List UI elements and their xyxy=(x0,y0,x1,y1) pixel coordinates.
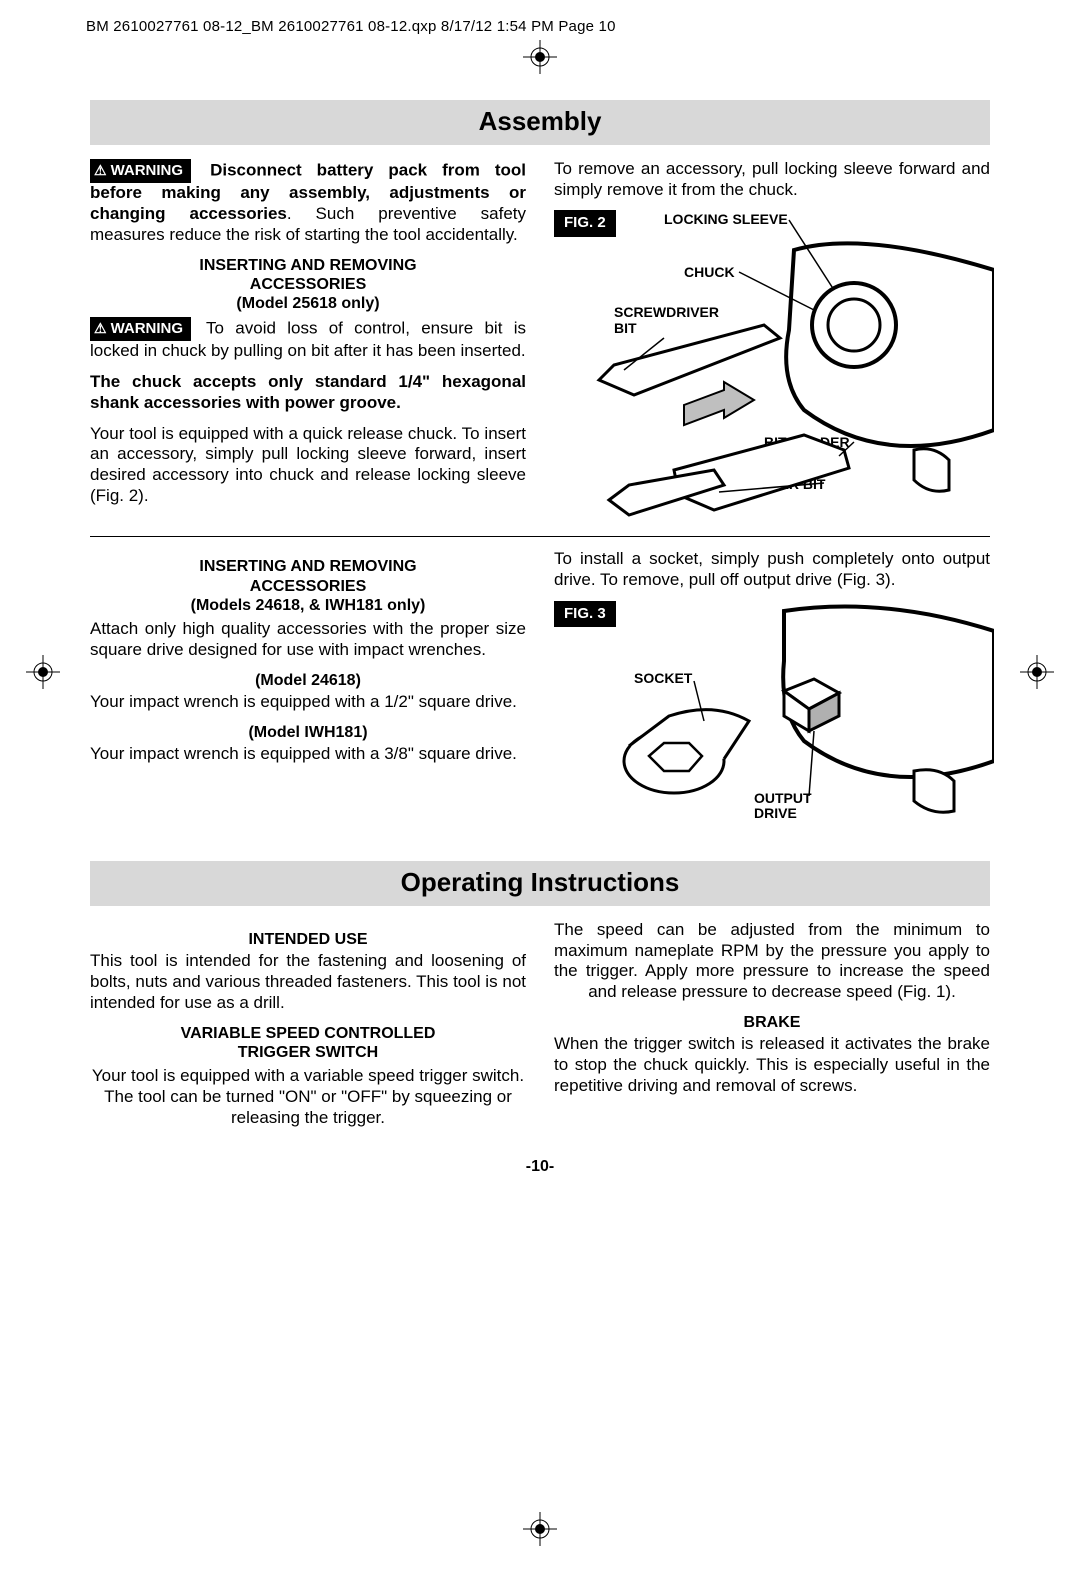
figure-2: FIG. 2 LOCKING SLEEVE CHUCK SCREWDRIVER … xyxy=(554,210,990,520)
model-iwh181-heading: (Model IWH181) xyxy=(90,723,526,743)
attach-paragraph: Attach only high quality accessories wit… xyxy=(90,619,526,660)
intended-use-text: This tool is intended for the fastening … xyxy=(90,951,526,1013)
assembly-row-1: WARNING Disconnect battery pack from too… xyxy=(90,159,990,520)
brake-heading: BRAKE xyxy=(554,1013,990,1033)
var-line2: TRIGGER SWITCH xyxy=(238,1044,378,1061)
warning-badge-icon: WARNING xyxy=(90,317,191,341)
sub1-line2: ACCESSORIES xyxy=(250,276,366,293)
figure-2-art xyxy=(554,210,994,520)
variable-speed-heading: VARIABLE SPEED CONTROLLED TRIGGER SWITCH xyxy=(90,1024,526,1062)
sub1-line3: (Model 25618 only) xyxy=(236,295,379,312)
operating-left-col: INTENDED USE This tool is intended for t… xyxy=(90,920,526,1138)
warning-paragraph-1: WARNING Disconnect battery pack from too… xyxy=(90,159,526,246)
quick-release-paragraph: Your tool is equipped with a quick relea… xyxy=(90,424,526,507)
section-divider xyxy=(90,536,990,537)
model-24618-text: Your impact wrench is equipped with a 1/… xyxy=(90,692,526,713)
model-iwh181-text: Your impact wrench is equipped with a 3/… xyxy=(90,744,526,765)
warning-badge-icon: WARNING xyxy=(90,159,191,183)
page-content: Assembly WARNING Disconnect battery pack… xyxy=(90,100,990,1176)
intended-use-heading: INTENDED USE xyxy=(90,930,526,950)
registration-mark-left xyxy=(26,655,60,694)
assembly2-right-col: To install a socket, simply push complet… xyxy=(554,549,990,830)
registration-mark-top xyxy=(523,40,557,79)
operating-right-col: The speed can be adjusted from the minim… xyxy=(554,920,990,1138)
subheading-inserting-2: INSERTING AND REMOVING ACCESSORIES (Mode… xyxy=(90,557,526,615)
variable-speed-text: Your tool is equipped with a variable sp… xyxy=(90,1066,526,1128)
print-meta-header: BM 2610027761 08-12_BM 2610027761 08-12.… xyxy=(86,18,616,35)
page-number: -10- xyxy=(90,1158,990,1176)
figure-3-art xyxy=(554,601,994,831)
model-24618-heading: (Model 24618) xyxy=(90,671,526,691)
registration-mark-right xyxy=(1020,655,1054,694)
sub2-line1: INSERTING AND REMOVING xyxy=(199,558,416,575)
section-header-operating: Operating Instructions xyxy=(90,861,990,906)
brake-text: When the trigger switch is released it a… xyxy=(554,1034,990,1096)
sub1-line1: INSERTING AND REMOVING xyxy=(199,257,416,274)
sub2-line3: (Models 24618, & IWH181 only) xyxy=(191,597,426,614)
assembly-right-col: To remove an accessory, pull locking sle… xyxy=(554,159,990,520)
speed-adjust-text: The speed can be adjusted from the minim… xyxy=(554,920,990,1003)
sub2-line2: ACCESSORIES xyxy=(250,578,366,595)
chuck-note: The chuck accepts only standard 1/4" hex… xyxy=(90,372,526,413)
assembly2-left-col: INSERTING AND REMOVING ACCESSORIES (Mode… xyxy=(90,549,526,830)
figure-3: FIG. 3 SOCKET OUTPUT DRIVE xyxy=(554,601,990,831)
subheading-inserting-1: INSERTING AND REMOVING ACCESSORIES (Mode… xyxy=(90,256,526,314)
install-socket-paragraph: To install a socket, simply push complet… xyxy=(554,549,990,590)
assembly-row-2: INSERTING AND REMOVING ACCESSORIES (Mode… xyxy=(90,549,990,830)
registration-mark-bottom xyxy=(523,1512,557,1551)
warning-paragraph-2: WARNING To avoid loss of control, ensure… xyxy=(90,317,526,362)
assembly-left-col: WARNING Disconnect battery pack from too… xyxy=(90,159,526,520)
remove-accessory-paragraph: To remove an accessory, pull locking sle… xyxy=(554,159,990,200)
var-line1: VARIABLE SPEED CONTROLLED xyxy=(181,1025,436,1042)
operating-row: INTENDED USE This tool is intended for t… xyxy=(90,920,990,1138)
section-header-assembly: Assembly xyxy=(90,100,990,145)
